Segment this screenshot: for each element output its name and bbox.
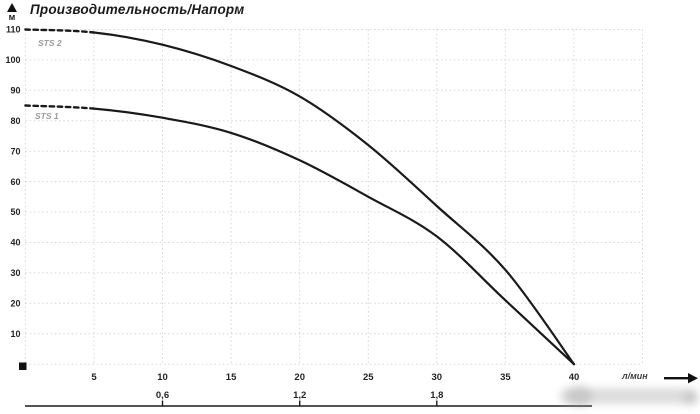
curve-dashed-segment [24,28,96,34]
y-axis-arrow-icon [7,3,17,12]
secondary-tick-label: 0,6 [156,390,169,401]
curve-sts-2 [24,28,576,366]
x-tick-label: 40 [569,372,580,383]
y-axis-unit: м [8,12,16,22]
series-label-sts1: STS 1 [35,111,59,121]
x-tick-label: 35 [500,372,511,383]
y-tick-label: 90 [10,86,20,96]
y-tick-label: 50 [10,207,20,217]
y-tick-label: 40 [10,238,20,248]
x-tick-labels: 5 10 15 20 25 30 35 40 [91,372,579,383]
curve-dashed-segment [24,104,96,110]
x-tick-label: 25 [363,372,374,383]
chart-title: Производительность/Напорм [30,2,245,17]
x-tick-label: 20 [294,372,305,383]
x-tick-label: 5 [91,372,97,383]
series-label-sts2: STS 2 [38,38,62,48]
origin-marker [19,362,27,370]
y-tick-label: 110 [6,25,21,35]
y-tick-label: 30 [10,268,20,278]
y-tick-label: 20 [10,299,20,309]
y-tick-label: 100 [5,55,20,65]
secondary-tick-label: 1,2 [293,390,306,401]
x-axis-arrow-icon [664,373,698,384]
curve-solid-segment [92,31,576,366]
curve-solid-segment [92,107,576,366]
curve-sts-1 [24,104,576,366]
y-tick-label: 10 [10,329,20,339]
y-tick-labels: 10 20 30 40 50 60 70 80 90 100 110 [5,25,20,339]
gridlines [24,29,643,365]
secondary-x-axis: 0,6 1,2 1,8 [25,390,592,407]
y-tick-label: 80 [10,116,20,126]
secondary-tick-label: 1,8 [430,390,443,401]
x-tick-label: 10 [157,372,168,383]
x-tick-label: 30 [432,372,443,383]
y-tick-label: 70 [10,146,20,156]
x-axis-unit: л/мин [622,371,648,381]
x-tick-label: 15 [226,372,237,383]
y-tick-label: 60 [10,177,20,187]
